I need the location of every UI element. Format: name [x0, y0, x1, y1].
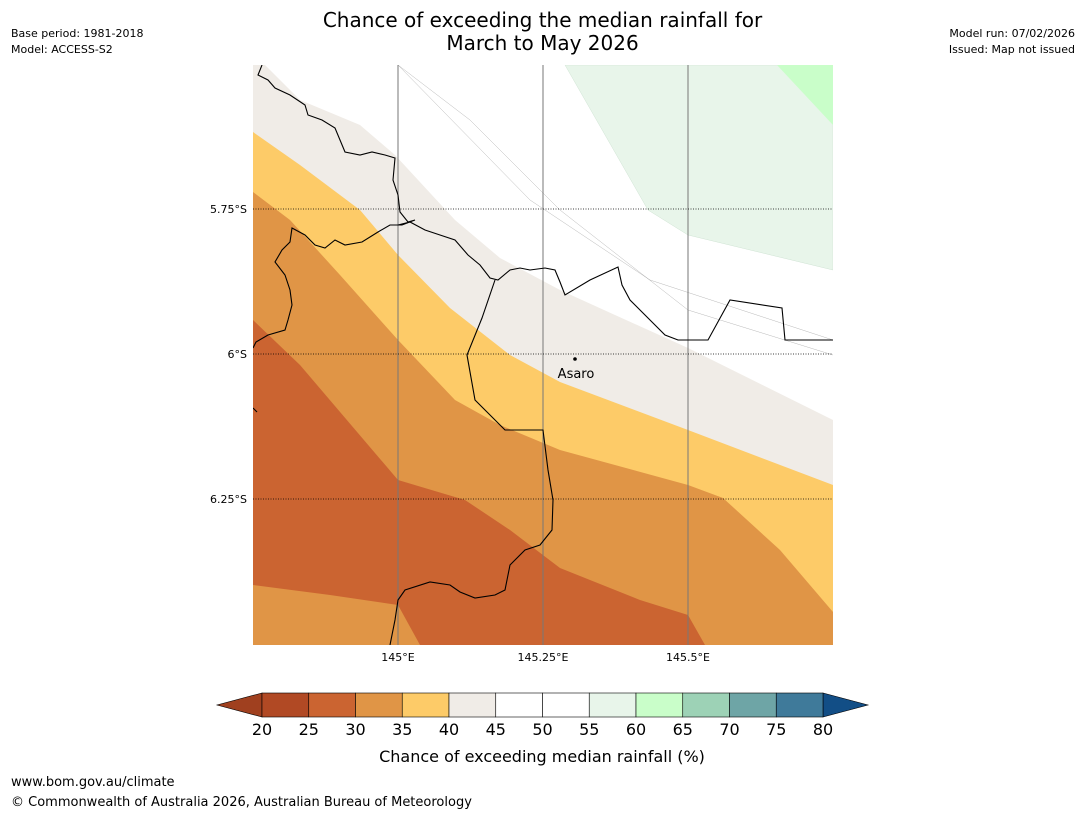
- colorbar-over-extension: [822, 692, 870, 718]
- colorbar-tick-25: 25: [299, 720, 319, 739]
- place-label-asaro: Asaro: [558, 367, 595, 382]
- colorbar-bin-25-30: [308, 692, 356, 718]
- colorbar-bin-35-40: [401, 692, 450, 718]
- lat-label-6-25: 6.25°S: [210, 493, 247, 506]
- shade-25-30: [253, 320, 705, 645]
- lat-label-5-75: 5.75°S: [210, 203, 247, 216]
- colorbar-bin-40-45: [448, 692, 497, 718]
- longitude-gridlines: [397, 65, 689, 645]
- model-run-text: Model run: 07/02/2026: [949, 27, 1075, 40]
- map-title-line2: March to May 2026: [446, 31, 639, 55]
- colorbar-tick-35: 35: [392, 720, 412, 739]
- colorbar-bin-50-55: [542, 692, 590, 718]
- shade-60-65: [777, 65, 833, 125]
- colorbar-tick-30: 30: [345, 720, 365, 739]
- shade-55-60: [564, 65, 833, 271]
- colorbar-tick-65: 65: [673, 720, 693, 739]
- colorbar-bin-55-60: [588, 692, 637, 718]
- model-text: Model: ACCESS-S2: [11, 43, 113, 56]
- lon-label-145-25: 145.25°E: [518, 651, 569, 664]
- province-boundaries: [253, 65, 833, 645]
- lon-label-145-5: 145.5°E: [666, 651, 710, 664]
- colorbar-bin-75-80: [775, 692, 824, 718]
- map-title-line1: Chance of exceeding the median rainfall …: [322, 8, 763, 32]
- asaro-marker: [573, 357, 577, 361]
- issued-text: Issued: Map not issued: [948, 43, 1075, 56]
- latitude-gridlines: [253, 208, 833, 500]
- colorbar-tick-50: 50: [532, 720, 552, 739]
- colorbar: 20 25 30 35 40 45 50 55 60 65 70 75 80: [215, 692, 870, 739]
- base-period-text: Base period: 1981-2018: [11, 27, 144, 40]
- colorbar-tick-20: 20: [252, 720, 272, 739]
- colorbar-tick-60: 60: [626, 720, 646, 739]
- colorbar-tick-75: 75: [766, 720, 786, 739]
- colorbar-bin-70-75: [729, 692, 777, 718]
- probability-shading: [253, 65, 833, 645]
- colorbar-tick-45: 45: [486, 720, 506, 739]
- colorbar-bin-30-35: [355, 692, 403, 718]
- colorbar-bin-60-65: [635, 692, 684, 718]
- colorbar-bin-45-50: [495, 692, 543, 718]
- colorbar-label: Chance of exceeding median rainfall (%): [379, 747, 705, 766]
- shade-30-35-south: [253, 585, 420, 645]
- lat-label-6: 6°S: [228, 348, 247, 361]
- footer-url: www.bom.gov.au/climate: [11, 775, 175, 790]
- colorbar-tick-70: 70: [719, 720, 739, 739]
- colorbar-bin-65-70: [682, 692, 730, 718]
- colorbar-bin-20-25: [261, 692, 310, 718]
- colorbar-tick-40: 40: [439, 720, 459, 739]
- colorbar-under-extension: [215, 692, 263, 718]
- colorbar-tick-80: 80: [813, 720, 833, 739]
- lon-label-145: 145°E: [381, 651, 414, 664]
- colorbar-tick-55: 55: [579, 720, 599, 739]
- footer-copyright: © Commonwealth of Australia 2026, Austra…: [11, 795, 472, 810]
